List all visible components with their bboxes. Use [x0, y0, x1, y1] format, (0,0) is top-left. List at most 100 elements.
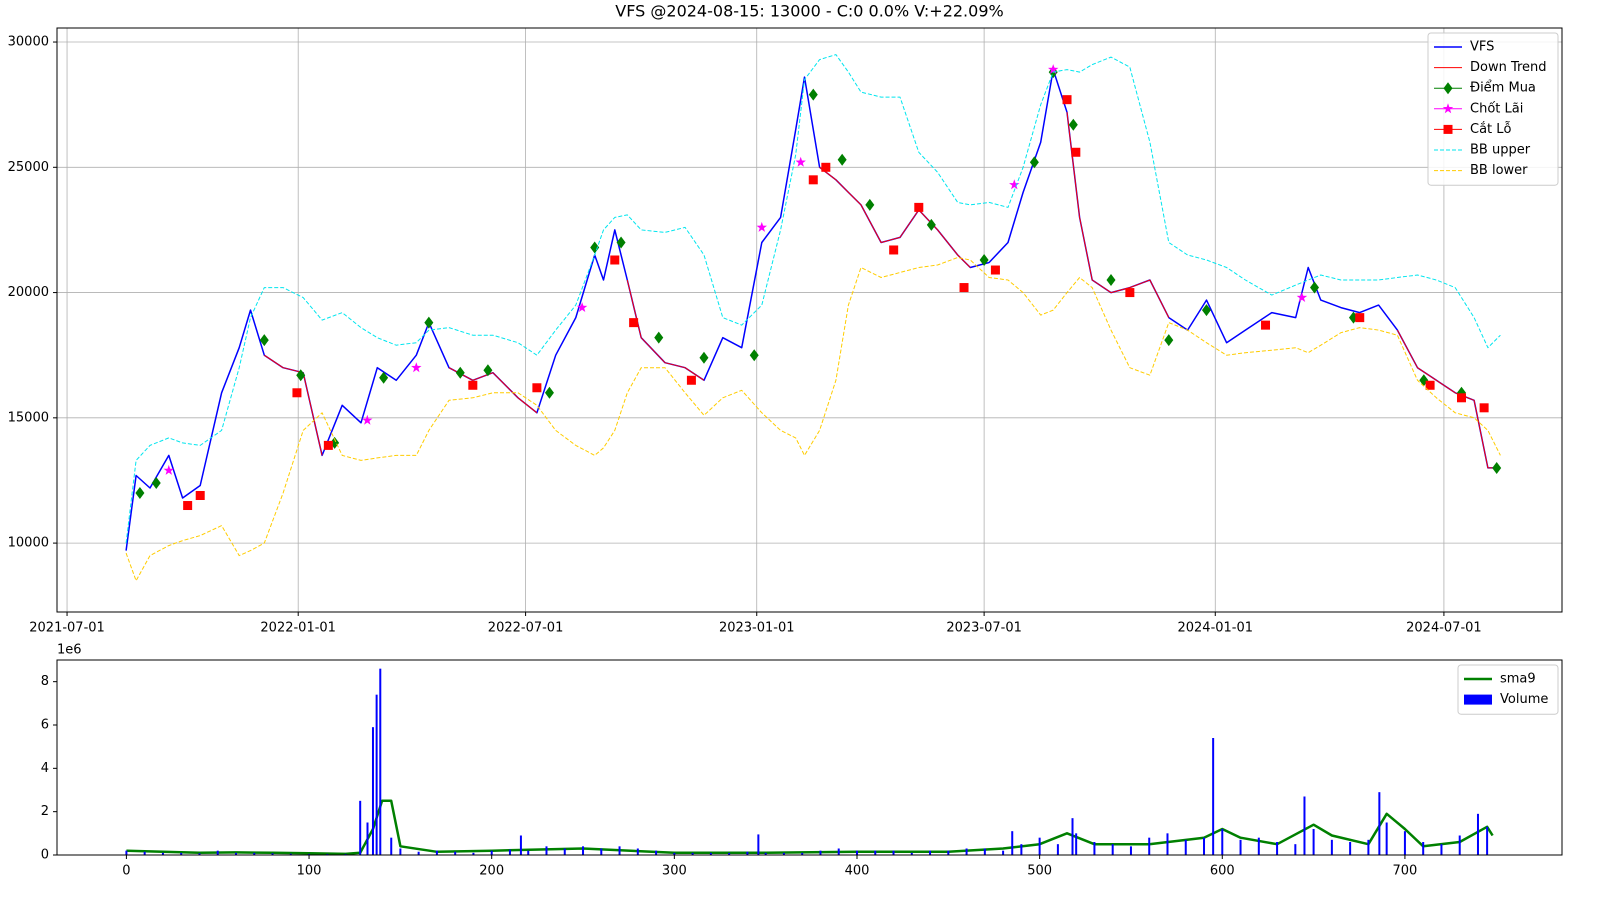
x-tick-label: 2022-07-01: [488, 621, 564, 636]
chart-title: VFS @2024-08-15: 13000 - C:0 0.0% V:+22.…: [615, 2, 1003, 21]
buy-marker: [808, 88, 818, 101]
x-tick-label: 2023-01-01: [719, 621, 795, 636]
buy-marker: [837, 153, 847, 166]
volume-bar: [1257, 837, 1260, 855]
volume-bar: [1184, 839, 1187, 855]
buy-marker: [1310, 281, 1320, 294]
x-tick-label: 2022-01-01: [260, 621, 336, 636]
volume-bar: [837, 848, 840, 855]
buy-marker: [654, 331, 664, 344]
x-tick-label: 2021-07-01: [29, 621, 105, 636]
volume-bar: [508, 849, 511, 855]
volume-bar: [1385, 822, 1388, 855]
volume-bar: [1312, 829, 1315, 855]
volume-bar: [198, 853, 201, 855]
volume-bar: [1303, 796, 1306, 855]
volume-bar: [874, 850, 877, 855]
volume-bar: [490, 850, 493, 855]
buy-marker: [455, 366, 465, 379]
x-tick-label: 2024-01-01: [1177, 621, 1253, 636]
volume-bar: [234, 852, 237, 855]
volume-bar: [1367, 839, 1370, 855]
volume-bar: [764, 852, 767, 855]
volume-bar: [1111, 844, 1114, 855]
x-tick-label: 600: [1210, 864, 1235, 879]
volume-bar: [1002, 850, 1005, 855]
series-line: [125, 54, 1501, 544]
volume-bar: [359, 800, 362, 855]
buy-marker: [379, 371, 389, 384]
volume-bar: [929, 850, 932, 855]
take-profit-marker: [1048, 64, 1059, 74]
x-tick-label: 400: [845, 864, 870, 879]
volume-bar: [563, 848, 566, 855]
volume-bar: [143, 851, 146, 855]
series-line: [126, 799, 1494, 856]
y-tick-label: 6: [41, 718, 49, 733]
volume-bar: [308, 853, 311, 855]
stop-loss-marker: [1062, 95, 1072, 105]
stop-loss-marker: [990, 265, 1000, 275]
buy-marker: [483, 364, 493, 377]
buy-marker: [979, 253, 989, 266]
volume-bar: [1422, 842, 1425, 855]
buy-marker: [1029, 156, 1039, 169]
volume-bar: [1148, 837, 1151, 855]
buy-marker: [1164, 334, 1174, 347]
series-line: [125, 257, 1501, 582]
stop-loss-marker: [914, 202, 924, 212]
volume-bar: [1212, 738, 1215, 855]
volume-bar: [965, 848, 968, 855]
volume-bar: [673, 852, 676, 855]
x-tick-label: 200: [479, 864, 504, 879]
take-profit-marker: [163, 464, 174, 475]
legend-box: [1427, 32, 1559, 186]
stop-loss-marker: [1125, 288, 1135, 298]
buy-marker: [1492, 461, 1502, 474]
buy-marker: [926, 218, 936, 231]
y-tick-label: 4: [41, 761, 49, 776]
legend-label: Chốt Lãi: [1470, 101, 1523, 116]
stop-loss-marker: [1261, 320, 1271, 330]
volume-bar: [417, 851, 420, 855]
volume-bar: [746, 851, 749, 855]
volume-bar: [892, 850, 895, 855]
volume-bar: [1221, 829, 1224, 855]
take-profit-marker: [1296, 292, 1308, 302]
stop-loss-marker: [1456, 393, 1466, 403]
take-profit-marker: [411, 362, 422, 373]
legend-label: Down Trend: [1470, 60, 1547, 75]
take-profit-marker: [795, 156, 806, 167]
stop-loss-marker: [610, 255, 620, 265]
volume-bar: [1166, 833, 1169, 855]
volume-bar: [366, 822, 369, 855]
volume-bar: [709, 852, 712, 855]
volume-bar: [519, 835, 522, 855]
volume-bar: [910, 852, 913, 855]
buy-marker: [1068, 118, 1078, 131]
volume-bar: [1330, 839, 1333, 855]
y-tick-label: 30000: [8, 35, 49, 50]
volume-bar: [1093, 842, 1096, 855]
volume-bar: [1020, 844, 1023, 855]
stop-loss-marker: [1425, 380, 1435, 390]
legend-swatch: [1464, 694, 1492, 705]
stop-loss-marker: [686, 375, 696, 385]
y-tick-label: 10000: [8, 536, 49, 551]
volume-bar: [600, 848, 603, 855]
volume-bar: [344, 853, 347, 855]
legend-label: sma9: [1500, 672, 1536, 687]
volume-bar: [983, 848, 986, 855]
buy-marker: [865, 198, 875, 211]
volume-bar: [253, 852, 256, 855]
volume-bar: [1203, 837, 1206, 855]
volume-bar: [801, 852, 804, 855]
volume-bar: [454, 851, 457, 855]
volume-bar: [1440, 844, 1443, 855]
stop-loss-marker: [468, 380, 478, 390]
volume-bar: [271, 853, 274, 855]
y-tick-label: 0: [41, 848, 49, 863]
volume-bar: [855, 850, 858, 855]
y-tick-label: 2: [41, 804, 49, 819]
